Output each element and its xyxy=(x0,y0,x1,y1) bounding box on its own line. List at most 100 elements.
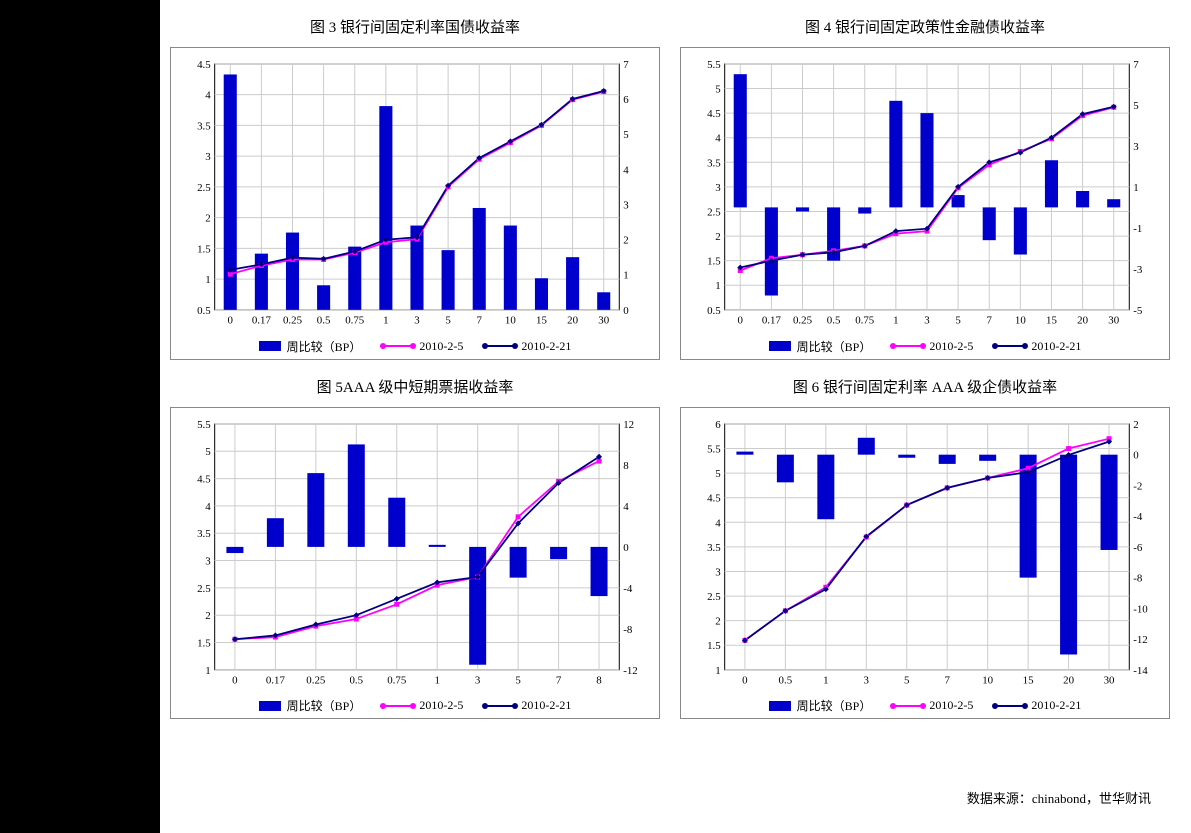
svg-text:2: 2 xyxy=(715,231,720,243)
svg-text:0: 0 xyxy=(623,542,629,554)
chart-5-legend: 周比较（BP） 2010-2-5 2010-2-21 xyxy=(177,693,653,716)
svg-text:5.5: 5.5 xyxy=(707,59,721,71)
legend-line1-swatch xyxy=(383,705,413,707)
svg-text:0.75: 0.75 xyxy=(387,674,407,686)
svg-text:1: 1 xyxy=(205,664,210,676)
svg-text:-12: -12 xyxy=(623,664,638,676)
legend-line1-label: 2010-2-5 xyxy=(929,698,973,713)
svg-text:5: 5 xyxy=(904,674,910,686)
svg-text:3: 3 xyxy=(205,555,211,567)
svg-text:0.25: 0.25 xyxy=(306,674,326,686)
svg-text:4: 4 xyxy=(715,517,721,529)
svg-text:10: 10 xyxy=(982,674,993,686)
svg-text:0.17: 0.17 xyxy=(266,674,286,686)
svg-text:6: 6 xyxy=(623,94,629,106)
svg-text:8: 8 xyxy=(596,674,602,686)
panel-chart-4: 图 4 银行间固定政策性金融债收益率 0.5 1 1.5 2 2.5 3 3.5 4 4.5 5 5… xyxy=(680,8,1170,360)
svg-text:8: 8 xyxy=(623,460,629,472)
svg-text:3: 3 xyxy=(205,151,211,163)
svg-text:20: 20 xyxy=(1077,315,1088,327)
chart-4-title: 图 4 银行间固定政策性金融债收益率 xyxy=(680,16,1170,37)
svg-text:2.5: 2.5 xyxy=(707,591,721,603)
svg-text:30: 30 xyxy=(1108,315,1119,327)
svg-text:-8: -8 xyxy=(623,623,633,635)
svg-text:-5: -5 xyxy=(1133,305,1143,317)
svg-text:3: 3 xyxy=(715,566,721,578)
svg-text:3: 3 xyxy=(924,315,930,327)
svg-text:0.5: 0.5 xyxy=(707,305,721,317)
svg-text:15: 15 xyxy=(536,315,547,327)
legend-bar-label: 周比较（BP） xyxy=(287,697,362,714)
legend-bar-swatch xyxy=(769,701,791,711)
svg-text:5: 5 xyxy=(1133,100,1139,112)
legend-line2-label: 2010-2-21 xyxy=(1031,698,1081,713)
chart-6-title: 图 6 银行间固定利率 AAA 级企债收益率 xyxy=(680,376,1170,397)
svg-text:4.5: 4.5 xyxy=(707,108,721,120)
svg-text:0.17: 0.17 xyxy=(762,315,782,327)
svg-text:6: 6 xyxy=(715,419,721,431)
svg-text:0.5: 0.5 xyxy=(827,315,841,327)
svg-text:-8: -8 xyxy=(1133,572,1143,584)
svg-text:3: 3 xyxy=(623,199,629,211)
svg-text:4: 4 xyxy=(205,501,211,513)
chart-6-svg: 11.522.533.544.555.56-14-12-10-8-6-4-202… xyxy=(687,416,1163,694)
svg-text:3: 3 xyxy=(1133,141,1139,153)
svg-text:1.5: 1.5 xyxy=(707,640,721,652)
legend-line2-label: 2010-2-21 xyxy=(521,698,571,713)
svg-text:4: 4 xyxy=(205,90,211,102)
svg-text:3.5: 3.5 xyxy=(197,528,211,540)
svg-text:3: 3 xyxy=(414,315,420,327)
svg-text:2.5: 2.5 xyxy=(197,583,211,595)
svg-text:3.5: 3.5 xyxy=(707,157,721,169)
svg-text:5: 5 xyxy=(623,129,629,141)
svg-text:1.5: 1.5 xyxy=(707,256,721,268)
svg-text:30: 30 xyxy=(1104,674,1115,686)
chart-3-title: 图 3 银行间固定利率国债收益率 xyxy=(170,16,660,37)
svg-text:1.5: 1.5 xyxy=(197,243,211,255)
svg-text:0: 0 xyxy=(1133,449,1139,461)
svg-text:10: 10 xyxy=(1015,315,1026,327)
svg-text:5.5: 5.5 xyxy=(707,443,721,455)
svg-text:5: 5 xyxy=(205,446,211,458)
svg-text:0.75: 0.75 xyxy=(345,315,365,327)
svg-text:5: 5 xyxy=(955,315,961,327)
svg-text:0: 0 xyxy=(232,674,238,686)
svg-text:4: 4 xyxy=(715,133,721,145)
svg-text:20: 20 xyxy=(1063,674,1074,686)
svg-text:5: 5 xyxy=(515,674,521,686)
legend-bar-swatch xyxy=(259,341,281,351)
chart-3-svg: 0.511.522.533.544.50123456700.170.250.50… xyxy=(177,56,653,334)
svg-text:10: 10 xyxy=(505,315,516,327)
svg-text:-10: -10 xyxy=(1133,603,1148,615)
left-black-margin xyxy=(0,0,160,833)
svg-text:0: 0 xyxy=(738,315,744,327)
svg-text:20: 20 xyxy=(567,315,578,327)
svg-text:1: 1 xyxy=(893,315,898,327)
legend-line2-swatch xyxy=(995,345,1025,347)
svg-text:1.5: 1.5 xyxy=(197,637,211,649)
svg-text:-14: -14 xyxy=(1133,664,1148,676)
svg-text:5.5: 5.5 xyxy=(197,419,211,431)
svg-text:2.5: 2.5 xyxy=(707,206,721,218)
chart-4-legend: 周比较（BP） 2010-2-5 2010-2-21 xyxy=(687,334,1163,357)
legend-line1-label: 2010-2-5 xyxy=(929,339,973,354)
svg-text:4: 4 xyxy=(623,164,629,176)
svg-text:1: 1 xyxy=(434,674,439,686)
svg-text:1: 1 xyxy=(715,280,720,292)
svg-text:0.25: 0.25 xyxy=(793,315,813,327)
svg-text:4.5: 4.5 xyxy=(197,473,211,485)
svg-text:7: 7 xyxy=(556,674,562,686)
svg-text:0.25: 0.25 xyxy=(283,315,303,327)
svg-text:0: 0 xyxy=(623,305,629,317)
svg-text:1: 1 xyxy=(823,674,828,686)
legend-line1-label: 2010-2-5 xyxy=(419,698,463,713)
svg-text:3: 3 xyxy=(864,674,870,686)
svg-text:7: 7 xyxy=(987,315,993,327)
legend-line1-swatch xyxy=(893,705,923,707)
legend-line2-label: 2010-2-21 xyxy=(1031,339,1081,354)
svg-text:-3: -3 xyxy=(1133,264,1143,276)
svg-text:3: 3 xyxy=(475,674,481,686)
chart-6-legend: 周比较（BP） 2010-2-5 2010-2-21 xyxy=(687,693,1163,716)
svg-text:2: 2 xyxy=(205,610,210,622)
legend-line2-swatch xyxy=(485,345,515,347)
